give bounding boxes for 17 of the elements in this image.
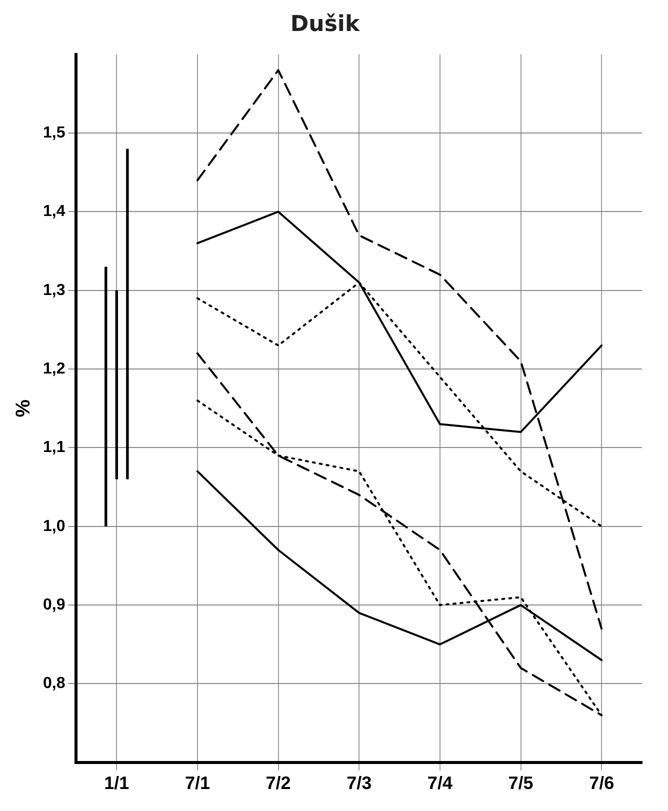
y-tick-label: 0,9 — [42, 596, 66, 614]
x-tick-label: 1/1 — [104, 773, 130, 794]
x-tick-label: 7/4 — [427, 773, 452, 794]
y-tick-label: 1,0 — [42, 518, 66, 535]
y-axis-title: % — [12, 399, 35, 418]
x-tick-label: 7/5 — [508, 773, 534, 794]
x-tick-label: 7/1 — [184, 773, 210, 794]
y-tick-label: 1,4 — [42, 203, 66, 220]
x-tick-label: 7/2 — [266, 773, 291, 794]
y-tick-label: 0,8 — [42, 675, 66, 692]
x-tick-label: 7/3 — [346, 773, 372, 794]
x-tick-label: 7/6 — [589, 773, 614, 794]
y-tick-label: 1,5 — [42, 124, 66, 142]
chart-title: Dušik — [290, 12, 361, 37]
y-tick-label: 1,2 — [42, 360, 66, 378]
y-tick-label: 1,3 — [42, 282, 66, 299]
y-tick-label: 1,1 — [42, 439, 66, 456]
